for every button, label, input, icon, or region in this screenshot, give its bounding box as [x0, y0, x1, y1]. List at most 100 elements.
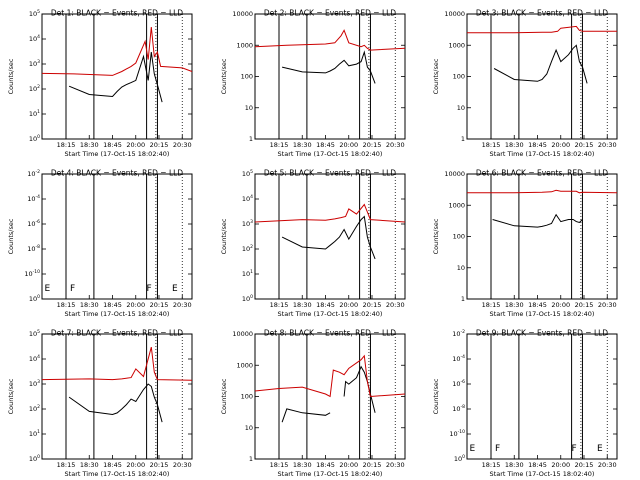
y-axis-label: Counts/sec	[220, 218, 228, 254]
x-tick-label: 18:30	[505, 141, 524, 149]
panel-title: Det 5: BLACK = Events, RED = LLD	[264, 169, 396, 178]
y-axis-label: Counts/sec	[220, 58, 228, 94]
y-axis-label: Counts/sec	[432, 58, 440, 94]
x-axis-label: Start Time (17-Oct-15 18:02:40)	[278, 150, 383, 158]
y-tick-label: 1000	[236, 41, 253, 49]
plot-frame	[466, 333, 618, 460]
x-tick-label: 20:15	[575, 141, 594, 149]
x-tick-label: 18:30	[293, 141, 312, 149]
x-tick-label: 20:30	[598, 141, 617, 149]
y-axis-label: Counts/sec	[7, 218, 15, 254]
x-tick-label: 18:30	[505, 301, 524, 309]
x-tick-label: 18:15	[270, 301, 289, 309]
x-axis-label: Start Time (17-Oct-15 18:02:40)	[278, 470, 383, 478]
lld-series-line	[254, 203, 406, 223]
x-tick-label: 20:00	[339, 461, 358, 469]
lld-series-line	[254, 354, 406, 398]
panel-title: Det 3: BLACK = Events, RED = LLD	[476, 9, 608, 18]
detector-panel-2: Det 2: BLACK = Events, RED = LLD 1 10 100 10…	[220, 9, 406, 158]
y-tick-label: 104	[29, 34, 40, 44]
x-tick-label: 20:30	[386, 141, 405, 149]
x-tick-label: 20:15	[363, 461, 382, 469]
x-tick-label: 20:00	[126, 301, 145, 309]
panel-title: Det 2: BLACK = Events, RED = LLD	[264, 9, 396, 18]
x-tick-label: 18:30	[293, 461, 312, 469]
lld-series-line	[467, 25, 617, 34]
x-tick-label: 18:45	[103, 141, 122, 149]
y-tick-label: 103	[29, 59, 40, 69]
y-tick-label: 103	[242, 219, 253, 229]
x-tick-label: 20:00	[339, 141, 358, 149]
x-tick-label: 20:00	[551, 301, 570, 309]
x-axis-label: Start Time (17-Oct-15 18:02:40)	[65, 470, 170, 478]
detector-panel-8: Det 8: BLACK = Events, RED = LLD 1 10 100 10…	[220, 329, 406, 478]
detector-panel-5: Det 5: BLACK = Events, RED = LLD 100 101 10…	[220, 169, 406, 318]
x-axis-label: Start Time (17-Oct-15 18:02:40)	[278, 310, 383, 318]
panel-title: Det 4: BLACK = Events, RED = LLD	[51, 169, 183, 178]
y-tick-label: 105	[29, 329, 40, 339]
x-tick-label: 18:30	[80, 301, 99, 309]
plot-frame	[254, 173, 406, 300]
y-tick-label: 104	[29, 354, 40, 364]
x-axis-label: Start Time (17-Oct-15 18:02:40)	[65, 150, 170, 158]
x-tick-label: 20:30	[173, 461, 192, 469]
x-tick-label: 20:15	[575, 461, 594, 469]
y-tick-label: 10-6	[27, 219, 40, 229]
x-tick-label: 18:30	[80, 141, 99, 149]
y-tick-label: 10000	[444, 170, 465, 178]
x-tick-label: 20:15	[363, 301, 382, 309]
x-tick-label: 18:45	[528, 461, 547, 469]
x-tick-label: 20:00	[339, 301, 358, 309]
y-tick-label: 101	[29, 109, 40, 119]
x-tick-label: 18:45	[528, 301, 547, 309]
y-tick-label: 10-6	[452, 379, 465, 389]
y-tick-label: 10-8	[27, 244, 40, 254]
x-tick-label: 18:15	[270, 141, 289, 149]
y-tick-label: 10000	[232, 10, 253, 18]
y-tick-label: 101	[29, 429, 40, 439]
y-tick-label: 100	[242, 294, 253, 304]
y-tick-label: 105	[242, 169, 253, 179]
x-tick-label: 20:00	[126, 461, 145, 469]
x-tick-label: 20:15	[575, 301, 594, 309]
detector-panel-7: Det 7: BLACK = Events, RED = LLD 100 101 10…	[7, 329, 193, 478]
y-tick-label: 10-10	[449, 429, 465, 439]
detector-panel-4: Det 4: BLACK = Events, RED = LLD 100 10-10…	[7, 169, 193, 318]
x-tick-label: 18:45	[103, 301, 122, 309]
detector-panel-3: Det 3: BLACK = Events, RED = LLD 1 10 100 10…	[432, 9, 618, 158]
y-tick-label: 100	[29, 454, 40, 464]
x-tick-label: 18:45	[316, 301, 335, 309]
x-tick-label: 20:30	[598, 301, 617, 309]
marker-letter: E	[597, 444, 603, 454]
panel-title: Det 1: BLACK = Events, RED = LLD	[51, 9, 183, 18]
x-tick-label: 20:30	[386, 461, 405, 469]
panel-title: Det 9: BLACK = Events, RED = LLD	[476, 329, 608, 338]
plot-frame	[41, 173, 193, 300]
events-series-line	[281, 50, 376, 84]
x-tick-label: 18:30	[505, 461, 524, 469]
x-tick-label: 20:30	[598, 461, 617, 469]
x-tick-label: 20:00	[551, 461, 570, 469]
x-tick-label: 18:45	[316, 461, 335, 469]
x-tick-label: 18:45	[103, 461, 122, 469]
y-axis-label: Counts/sec	[220, 378, 228, 414]
marker-letter: F	[495, 444, 500, 454]
x-tick-label: 20:30	[386, 301, 405, 309]
y-tick-label: 1	[249, 455, 253, 463]
y-tick-label: 10-2	[452, 329, 465, 339]
x-tick-label: 18:15	[270, 461, 289, 469]
y-tick-label: 102	[29, 404, 40, 414]
y-tick-label: 10-4	[27, 194, 40, 204]
x-tick-label: 20:30	[173, 141, 192, 149]
plot-frame	[41, 13, 193, 140]
x-tick-label: 18:45	[316, 141, 335, 149]
x-tick-label: 18:15	[482, 461, 501, 469]
y-tick-label: 1000	[448, 201, 465, 209]
y-tick-label: 102	[242, 244, 253, 254]
y-axis-label: Counts/sec	[432, 378, 440, 414]
y-tick-label: 10	[245, 424, 253, 432]
y-tick-label: 10-4	[452, 354, 465, 364]
events-series-line	[492, 213, 583, 228]
events-series-line	[68, 383, 163, 423]
panel-title: Det 7: BLACK = Events, RED = LLD	[51, 329, 183, 338]
